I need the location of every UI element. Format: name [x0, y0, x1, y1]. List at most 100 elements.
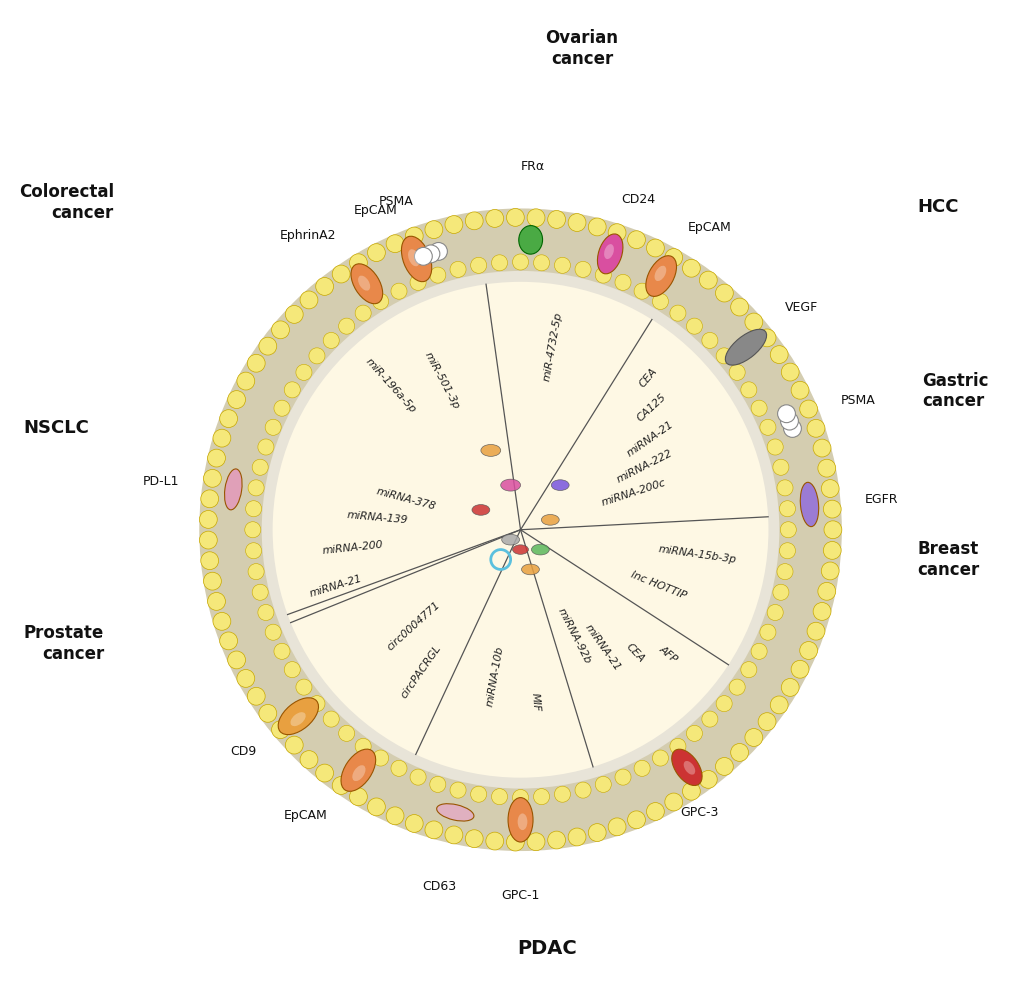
- Text: Prostate
cancer: Prostate cancer: [24, 624, 104, 663]
- Ellipse shape: [436, 804, 474, 821]
- Circle shape: [771, 696, 788, 714]
- Circle shape: [686, 725, 703, 741]
- Circle shape: [259, 337, 277, 355]
- Circle shape: [506, 208, 525, 226]
- Circle shape: [204, 469, 221, 487]
- Text: CEA: CEA: [637, 366, 659, 389]
- Circle shape: [768, 604, 783, 621]
- Circle shape: [700, 271, 717, 289]
- Circle shape: [339, 318, 355, 334]
- Text: HCC: HCC: [917, 198, 959, 216]
- Text: Breast
cancer: Breast cancer: [917, 540, 980, 579]
- Text: miRNA-200: miRNA-200: [322, 539, 384, 556]
- Circle shape: [716, 348, 733, 364]
- Circle shape: [771, 346, 788, 364]
- Circle shape: [274, 400, 290, 416]
- Circle shape: [252, 584, 269, 600]
- Ellipse shape: [352, 765, 365, 781]
- Text: miRNA-139: miRNA-139: [347, 510, 409, 525]
- Circle shape: [259, 704, 277, 722]
- Ellipse shape: [502, 534, 520, 545]
- Circle shape: [628, 231, 645, 249]
- Circle shape: [778, 405, 795, 423]
- Circle shape: [316, 764, 333, 782]
- Ellipse shape: [531, 544, 549, 555]
- Circle shape: [391, 283, 407, 299]
- Circle shape: [779, 501, 795, 517]
- Circle shape: [237, 372, 255, 390]
- Circle shape: [201, 490, 218, 508]
- Ellipse shape: [508, 798, 533, 842]
- Circle shape: [208, 449, 225, 467]
- Circle shape: [284, 382, 300, 398]
- Text: GPC-1: GPC-1: [501, 889, 540, 902]
- Circle shape: [568, 214, 586, 231]
- Circle shape: [372, 293, 389, 309]
- Circle shape: [533, 255, 549, 271]
- Circle shape: [300, 291, 318, 309]
- Circle shape: [248, 480, 264, 496]
- Circle shape: [533, 789, 549, 805]
- Circle shape: [246, 543, 261, 559]
- Circle shape: [410, 274, 426, 290]
- Circle shape: [595, 267, 611, 283]
- Circle shape: [429, 243, 448, 260]
- Circle shape: [800, 642, 818, 659]
- Text: miRNA-21: miRNA-21: [308, 574, 363, 599]
- Circle shape: [265, 419, 281, 435]
- Text: miRNA-21: miRNA-21: [626, 419, 676, 458]
- Text: miRNA-378: miRNA-378: [375, 486, 436, 512]
- Circle shape: [807, 419, 825, 437]
- Text: FRα: FRα: [521, 160, 545, 173]
- Text: PSMA: PSMA: [379, 195, 414, 208]
- Text: AFP: AFP: [658, 644, 679, 664]
- Circle shape: [751, 400, 768, 416]
- Circle shape: [227, 651, 246, 669]
- Text: lnc HOTTIP: lnc HOTTIP: [630, 570, 687, 601]
- Circle shape: [245, 522, 260, 538]
- Ellipse shape: [672, 749, 702, 786]
- Circle shape: [745, 729, 762, 746]
- Circle shape: [405, 227, 423, 245]
- Text: EGFR: EGFR: [864, 493, 898, 506]
- Circle shape: [372, 750, 389, 766]
- Circle shape: [309, 696, 325, 712]
- Circle shape: [252, 459, 269, 475]
- Circle shape: [823, 500, 841, 518]
- Circle shape: [213, 612, 230, 630]
- Circle shape: [300, 751, 318, 768]
- Circle shape: [450, 261, 466, 277]
- Ellipse shape: [801, 482, 819, 527]
- Text: miRNA-21: miRNA-21: [583, 622, 623, 673]
- Text: CD9: CD9: [229, 745, 256, 758]
- Text: circPACRGL: circPACRGL: [399, 643, 443, 700]
- Circle shape: [430, 776, 446, 792]
- Circle shape: [628, 811, 645, 829]
- Circle shape: [777, 480, 793, 496]
- Circle shape: [285, 736, 304, 754]
- Circle shape: [575, 261, 591, 277]
- Circle shape: [547, 831, 566, 849]
- Circle shape: [213, 429, 230, 447]
- Circle shape: [227, 391, 246, 408]
- Circle shape: [425, 821, 442, 839]
- Circle shape: [470, 786, 487, 802]
- Text: EpCAM: EpCAM: [354, 204, 398, 217]
- Text: CA125: CA125: [635, 392, 668, 424]
- Circle shape: [791, 660, 809, 678]
- Text: miRNA-15b-3p: miRNA-15b-3p: [658, 544, 737, 565]
- Circle shape: [272, 721, 289, 739]
- Text: CEA: CEA: [625, 642, 646, 664]
- Circle shape: [309, 348, 325, 364]
- Circle shape: [355, 305, 371, 321]
- Circle shape: [781, 363, 800, 381]
- Circle shape: [273, 282, 769, 778]
- Circle shape: [575, 782, 591, 798]
- Circle shape: [258, 604, 274, 621]
- Circle shape: [779, 543, 795, 559]
- Text: EphrinA2: EphrinA2: [280, 229, 336, 242]
- Circle shape: [506, 833, 525, 851]
- Ellipse shape: [552, 480, 569, 490]
- Circle shape: [731, 744, 748, 761]
- Circle shape: [730, 364, 745, 380]
